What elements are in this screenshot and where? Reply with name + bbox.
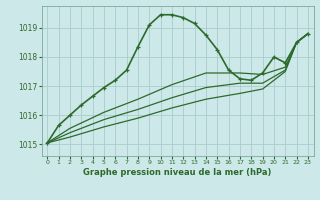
X-axis label: Graphe pression niveau de la mer (hPa): Graphe pression niveau de la mer (hPa) [84, 168, 272, 177]
